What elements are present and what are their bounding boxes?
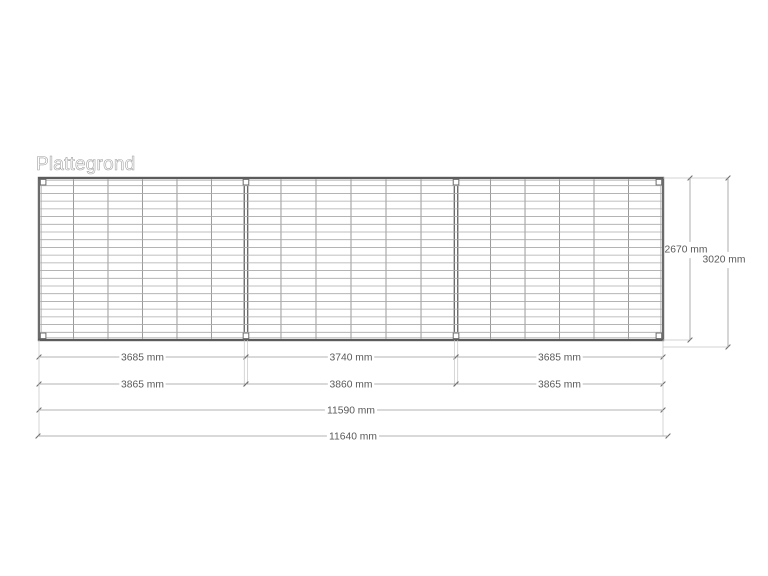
svg-text:3860 mm: 3860 mm xyxy=(330,379,373,390)
svg-text:11590 mm: 11590 mm xyxy=(327,405,375,416)
svg-text:3865 mm: 3865 mm xyxy=(121,379,164,390)
svg-text:3740 mm: 3740 mm xyxy=(330,352,373,363)
svg-text:11640 mm: 11640 mm xyxy=(329,431,377,442)
svg-text:2670 mm: 2670 mm xyxy=(665,245,708,256)
svg-text:3020 mm: 3020 mm xyxy=(703,255,746,266)
svg-text:3685 mm: 3685 mm xyxy=(121,352,164,363)
svg-text:3685 mm: 3685 mm xyxy=(538,352,581,363)
svg-text:3865 mm: 3865 mm xyxy=(538,379,581,390)
